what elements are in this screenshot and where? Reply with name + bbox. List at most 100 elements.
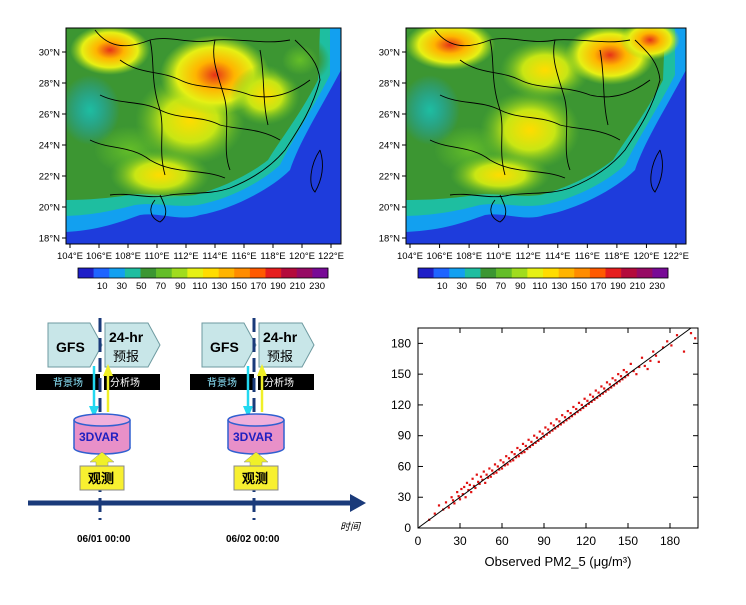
colorbar-label: 50 [476,281,487,292]
colorbar-swatch [621,268,638,278]
y-tick-label: 180 [391,336,411,350]
scatter-point [612,384,616,387]
colorbar-swatch [558,268,575,278]
scatter-point [437,504,441,507]
scatter-point [689,332,693,335]
scatter-point [629,362,632,365]
scatter-point [514,456,518,459]
colorbar-label: 50 [136,281,147,292]
scatter-point [533,434,536,437]
scatter-point [587,402,590,405]
colorbar-swatch [109,268,126,278]
scatter-point [598,394,602,397]
scatter-point [545,433,548,436]
scatter-point [601,392,604,395]
lat-label: 20°N [39,203,60,214]
3dvar-cyl-top-2 [227,413,285,427]
an-field-box-1 [104,374,160,390]
colorbar-swatch [449,268,466,278]
lat-label: 28°N [39,79,60,90]
scatter-point [542,435,546,438]
map-left-borders [89,29,323,223]
an-field-label-2: 分析场 [264,376,294,389]
obs-box-1 [79,465,125,491]
colorbar-label: 10 [437,281,448,292]
obs-label-2: 观测 [242,471,268,486]
colorbar-swatch [496,268,513,278]
obs-label-1: 观测 [88,471,114,486]
colorbar-swatch [249,268,266,278]
lon-label: 118°E [260,251,285,262]
map-right-lat-labels: 30°N 28°N 26°N 24°N 22°N 20°N 18°N [379,48,406,245]
colorbar-label: 150 [571,281,587,292]
scatter-point [549,422,553,425]
scatter-point [492,472,495,475]
scatter-point [491,469,494,472]
scatter-point [654,354,658,357]
colorbar-label: 90 [175,281,186,292]
scatter-point [523,451,526,454]
scatter-point [471,477,474,480]
scatter-point [561,414,564,417]
scatter-point [541,432,544,435]
colorbar-swatch [418,268,434,278]
an-arrow-head-1 [103,364,113,376]
scatter-point [470,491,473,494]
scatter-point [596,396,599,399]
scatter-point [447,506,450,509]
scatter-point [486,476,490,479]
scatter-point [573,413,576,416]
y-tick-label: 90 [398,429,412,443]
colorbar-label: 110 [532,281,547,292]
scatter-point [605,381,609,384]
forecast-box-1 [104,322,161,368]
bg-arrow-head-2 [243,406,253,418]
scatter-point [607,388,610,391]
bg-arrow-head-1 [89,406,99,418]
colorbar-swatch [124,268,141,278]
scatter-point [591,395,595,398]
lon-label: 112°E [516,251,541,262]
x-tick-label: 180 [660,534,680,548]
lat-label: 26°N [379,110,400,121]
colorbar-swatch [171,268,188,278]
scatter-point [517,455,520,458]
scatter-point [682,350,686,353]
scatter-point [622,368,625,372]
scatter-point [589,393,592,396]
lon-label: 104°E [57,251,83,262]
scatter-point [513,453,516,456]
scatter-point [493,463,497,466]
colorbar-swatch [265,268,282,278]
scatter-point [638,365,641,369]
scatter-point [661,346,665,349]
scatter-point [527,438,530,441]
lon-label: 114°E [202,251,227,262]
scatter-point [475,473,478,476]
colorbar-label: 210 [290,281,306,292]
colorbar-swatch [605,268,622,278]
y-tick-label: 30 [398,490,412,504]
colorbar-label: 90 [515,281,526,292]
scatter-point [481,478,484,481]
scatter-point [559,423,562,426]
scatter-point [625,371,628,374]
scatter-point [608,383,611,386]
scatter-point [519,448,522,452]
map-right-blob-7 [620,28,680,60]
scatter-point [604,390,607,393]
scatter-point [562,421,565,424]
forecast-line1-1: 24-hr [109,329,144,345]
lon-label: 106°E [427,251,453,262]
scatter-point [583,397,586,400]
y-tick-label: 60 [398,459,412,473]
colorbar-label: 230 [649,281,665,292]
lon-label: 104°E [397,251,423,262]
an-arrow-head-2 [257,364,267,376]
time-label-2: 06/02 00:00 [226,534,280,545]
scatter-ticks: 0 30 60 90 120 150 180 0 30 60 90 120 150 180 [391,328,698,548]
map-right-colorbar: 10 30 50 70 90 110 130 150 170 190 210 230 [417,267,669,292]
colorbar-label: 210 [630,281,646,292]
time-label-1: 06/01 00:00 [77,534,131,545]
scatter-point [526,447,529,451]
